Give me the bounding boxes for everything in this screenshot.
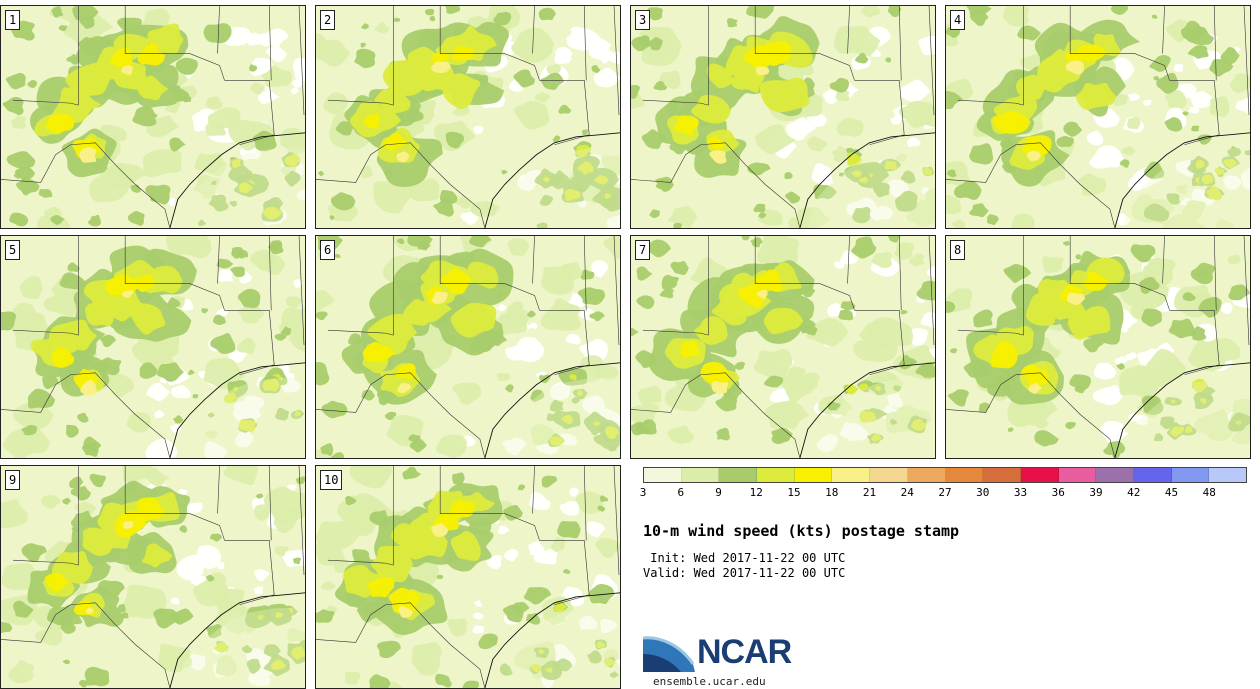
wind-speed-map (316, 236, 620, 458)
stamp-label: 5 (5, 240, 21, 260)
color-bar-tick: 24 (900, 486, 914, 499)
postage-stamp-2: 2 (315, 5, 621, 229)
stamp-label: 9 (5, 470, 21, 490)
color-bar-swatch (870, 468, 908, 482)
color-bar-tick: 39 (1089, 486, 1103, 499)
stamp-label: 10 (320, 470, 343, 490)
stamp-label: 4 (950, 10, 966, 30)
postage-stamp-9: 9 (0, 465, 306, 689)
postage-stamp-3: 3 (630, 5, 936, 229)
postage-stamp-10: 10 (315, 465, 621, 689)
color-bar-swatch (1020, 468, 1059, 482)
color-bar-ticks: 3 6 9 12 15 18 21 24 27 30 33 36 39 42 45 48 (639, 486, 1247, 500)
postage-stamp-1: 1 (0, 5, 306, 229)
ensemble-url: ensemble.ucar.edu (653, 675, 766, 688)
color-bar-tick: 15 (787, 486, 801, 499)
color-bar-swatch (681, 468, 720, 482)
color-bar-swatch (1096, 468, 1134, 482)
color-bar-tick: 6 (677, 486, 685, 499)
color-bar-swatch (1058, 468, 1097, 482)
color-bar-swatch (794, 468, 833, 482)
color-bar-tick: 30 (976, 486, 990, 499)
color-bar-tick: 18 (825, 486, 839, 499)
postage-stamp-8: 8 (945, 235, 1251, 459)
color-bar-tick: 48 (1202, 486, 1216, 499)
stamp-label: 2 (320, 10, 336, 30)
postage-stamp-6: 6 (315, 235, 621, 459)
color-bar-swatch (907, 468, 946, 482)
stamp-label: 7 (635, 240, 651, 260)
color-bar-swatch (1133, 468, 1172, 482)
wind-speed-map (316, 6, 620, 228)
postage-stamp-5: 5 (0, 235, 306, 459)
color-bar-tick: 9 (715, 486, 722, 499)
color-bar-tick: 12 (749, 486, 763, 499)
stamp-label: 3 (635, 10, 651, 30)
color-bar-tick: 45 (1164, 486, 1179, 499)
color-bar-tick: 21 (862, 486, 877, 499)
color-bar-swatch (1171, 468, 1210, 482)
wind-speed-map (631, 6, 935, 228)
color-bar-tick: 27 (938, 486, 952, 499)
stamp-label: 8 (950, 240, 966, 260)
color-bar-swatch (757, 468, 795, 482)
wind-speed-map (316, 466, 620, 688)
color-bar-swatch (644, 468, 682, 482)
color-bar-tick: 42 (1127, 486, 1141, 499)
wind-speed-map (946, 236, 1250, 458)
wind-speed-map (631, 236, 935, 458)
wind-speed-map (1, 6, 305, 228)
color-bar-swatch (719, 468, 758, 482)
color-bar-swatch (1209, 468, 1246, 482)
wind-speed-map (946, 6, 1250, 228)
postage-stamp-4: 4 (945, 5, 1251, 229)
color-bar (643, 467, 1247, 483)
ncar-logo: NCAR (643, 630, 803, 674)
wind-speed-map (1, 236, 305, 458)
ncar-logo-mark (643, 636, 695, 672)
color-bar-swatch (945, 468, 984, 482)
color-bar-tick: 36 (1051, 486, 1065, 499)
color-bar-swatch (832, 468, 871, 482)
postage-stamp-7: 7 (630, 235, 936, 459)
stamp-label: 1 (5, 10, 21, 30)
valid-time: Valid: Wed 2017-11-22 00 UTC (643, 566, 846, 580)
color-bar-swatch (983, 468, 1021, 482)
wind-speed-map (1, 466, 305, 688)
ncar-logo-text: NCAR (697, 633, 792, 671)
color-bar-tick: 33 (1013, 486, 1028, 499)
plot-title: 10-m wind speed (kts) postage stamp (643, 522, 960, 540)
stamp-label: 6 (320, 240, 336, 260)
color-bar-tick: 3 (639, 486, 647, 499)
init-time: Init: Wed 2017-11-22 00 UTC (643, 551, 846, 565)
